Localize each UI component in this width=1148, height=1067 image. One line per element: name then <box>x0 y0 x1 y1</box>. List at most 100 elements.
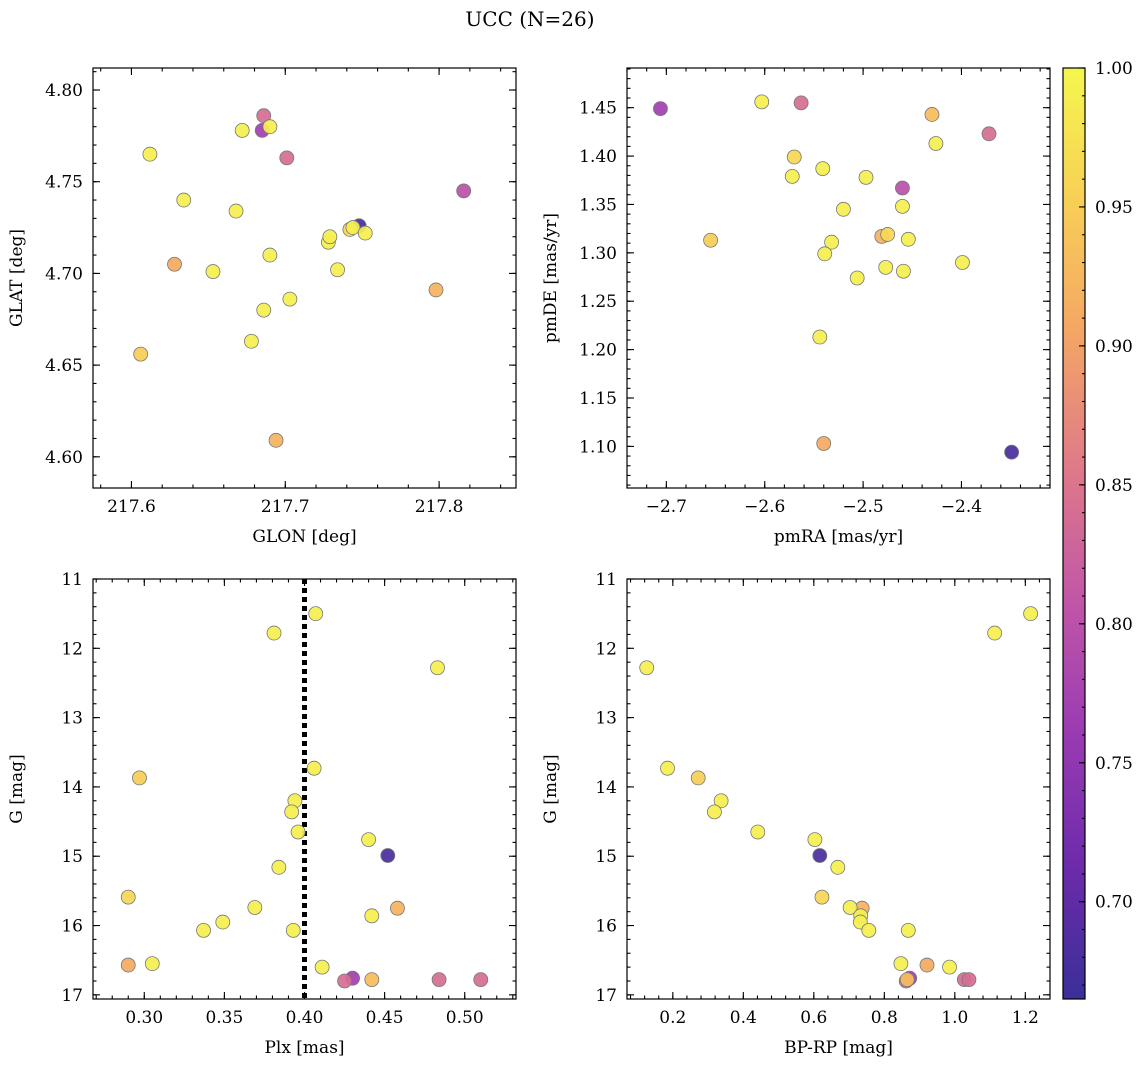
axes-frame <box>626 578 1051 1000</box>
scatter-point <box>750 824 766 840</box>
scatter-point <box>284 804 300 820</box>
scatter-point <box>987 625 1003 641</box>
scatter-point <box>878 259 894 275</box>
scatter-point <box>234 122 250 138</box>
scatter-point <box>364 908 380 924</box>
scatter-point <box>812 848 828 863</box>
y-tick-label: 14 <box>595 778 617 798</box>
x-tick-label: 1.2 <box>1012 1008 1039 1028</box>
scatter-point <box>660 760 675 776</box>
x-tick-label: 0.8 <box>871 1008 898 1028</box>
x-tick-label: 0.45 <box>366 1008 404 1028</box>
scatter-point <box>133 346 149 362</box>
scatter-point <box>880 227 896 242</box>
scatter-point <box>473 972 489 987</box>
scatter-point <box>282 291 298 307</box>
scatter-point <box>361 832 376 847</box>
scatter-point <box>836 201 851 217</box>
scatter-point <box>713 793 729 809</box>
scatter-point <box>244 333 259 349</box>
scatter-point <box>690 770 706 786</box>
colorbar: 0.70 0.75 0.80 0.85 0.90 0.95 1.00 <box>1062 59 1133 1000</box>
scatter-point <box>271 859 287 875</box>
colorbar-tick-label: 0.70 <box>1095 893 1133 913</box>
y-tick-label: 16 <box>595 917 617 937</box>
y-tick-label: 4.80 <box>45 81 83 101</box>
scatter-point <box>314 959 330 975</box>
y-tick-label: 4.75 <box>45 173 83 193</box>
scatter-point <box>896 263 911 279</box>
scatter-point <box>285 922 301 938</box>
scatter-point <box>703 232 719 248</box>
y-tick-label: 4.65 <box>45 356 83 376</box>
scatter-point <box>144 956 160 972</box>
y-tick-label: 17 <box>61 986 83 1006</box>
scatter-point <box>849 270 865 286</box>
scatter-point <box>337 973 352 989</box>
scatter-point <box>824 234 840 250</box>
y-tick-label: 11 <box>595 570 617 590</box>
scatter-point <box>961 972 977 987</box>
scatter-point <box>142 146 158 162</box>
colorbar-tick-label: 0.75 <box>1095 754 1133 774</box>
scatter-point <box>428 282 444 298</box>
x-tick-label: 0.50 <box>446 1008 484 1028</box>
y-tick-label: 12 <box>61 639 83 659</box>
scatter-point <box>842 900 858 915</box>
y-axis-label: GLAT [deg] <box>7 229 27 327</box>
scatter-point <box>120 889 136 905</box>
y-tick-label: 4.70 <box>45 264 83 284</box>
x-tick-label: 0.35 <box>205 1008 243 1028</box>
x-axis-label: BP-RP [mag] <box>784 1038 893 1058</box>
scatter-point <box>793 95 809 111</box>
scatter-point <box>786 149 802 165</box>
scatter-point <box>364 972 380 987</box>
x-tick-label: −2.6 <box>744 497 785 517</box>
scatter-point <box>268 432 284 448</box>
scatter-point <box>924 107 940 122</box>
scatter-point <box>981 126 997 142</box>
y-axis-label: G [mag] <box>541 754 561 823</box>
y-tick-label: 16 <box>61 917 83 937</box>
x-tick-label: 0.2 <box>659 1008 686 1028</box>
y-tick-label: 14 <box>61 778 83 798</box>
scatter-point <box>653 101 668 117</box>
scatter-point <box>322 229 338 245</box>
scatter-point <box>1023 606 1039 622</box>
scatter-point <box>784 168 800 184</box>
scatter-point <box>431 972 447 987</box>
scatter-point <box>895 180 910 196</box>
colorbar-tick-label: 0.90 <box>1095 337 1133 357</box>
x-tick-label: −2.5 <box>842 497 883 517</box>
scatter-point <box>639 660 655 676</box>
scatter-point <box>290 824 306 840</box>
scatter-point <box>815 161 831 177</box>
scatter-point <box>120 957 136 973</box>
y-tick-label: 1.45 <box>579 99 617 119</box>
scatter-point <box>196 922 211 938</box>
x-axis-label: GLON [deg] <box>252 527 356 547</box>
y-tick-label: 13 <box>61 709 83 729</box>
scatter-point <box>345 220 361 235</box>
scatter-point <box>942 959 957 975</box>
scatter-point <box>861 922 877 938</box>
scatter-point <box>919 957 935 973</box>
colorbar-tick-label: 0.80 <box>1095 615 1133 635</box>
scatter-point <box>380 848 396 863</box>
axes-frame <box>92 578 517 1000</box>
y-tick-label: 1.25 <box>579 292 617 312</box>
y-axis-label: G [mag] <box>7 754 27 823</box>
scatter-point <box>228 203 244 219</box>
x-tick-label: 217.7 <box>261 497 310 517</box>
x-tick-label: 0.4 <box>730 1008 757 1028</box>
y-tick-label: 1.30 <box>579 244 617 264</box>
figure-title: UCC (N=26) <box>465 7 594 31</box>
scatter-point <box>895 198 910 214</box>
scatter-point <box>817 246 833 262</box>
scatter-point <box>430 660 445 676</box>
x-tick-label: 217.6 <box>107 497 156 517</box>
y-tick-label: 1.15 <box>579 389 617 409</box>
y-tick-label: 15 <box>595 847 617 867</box>
scatter-point <box>900 922 916 938</box>
colorbar-tick-label: 1.00 <box>1095 59 1133 79</box>
